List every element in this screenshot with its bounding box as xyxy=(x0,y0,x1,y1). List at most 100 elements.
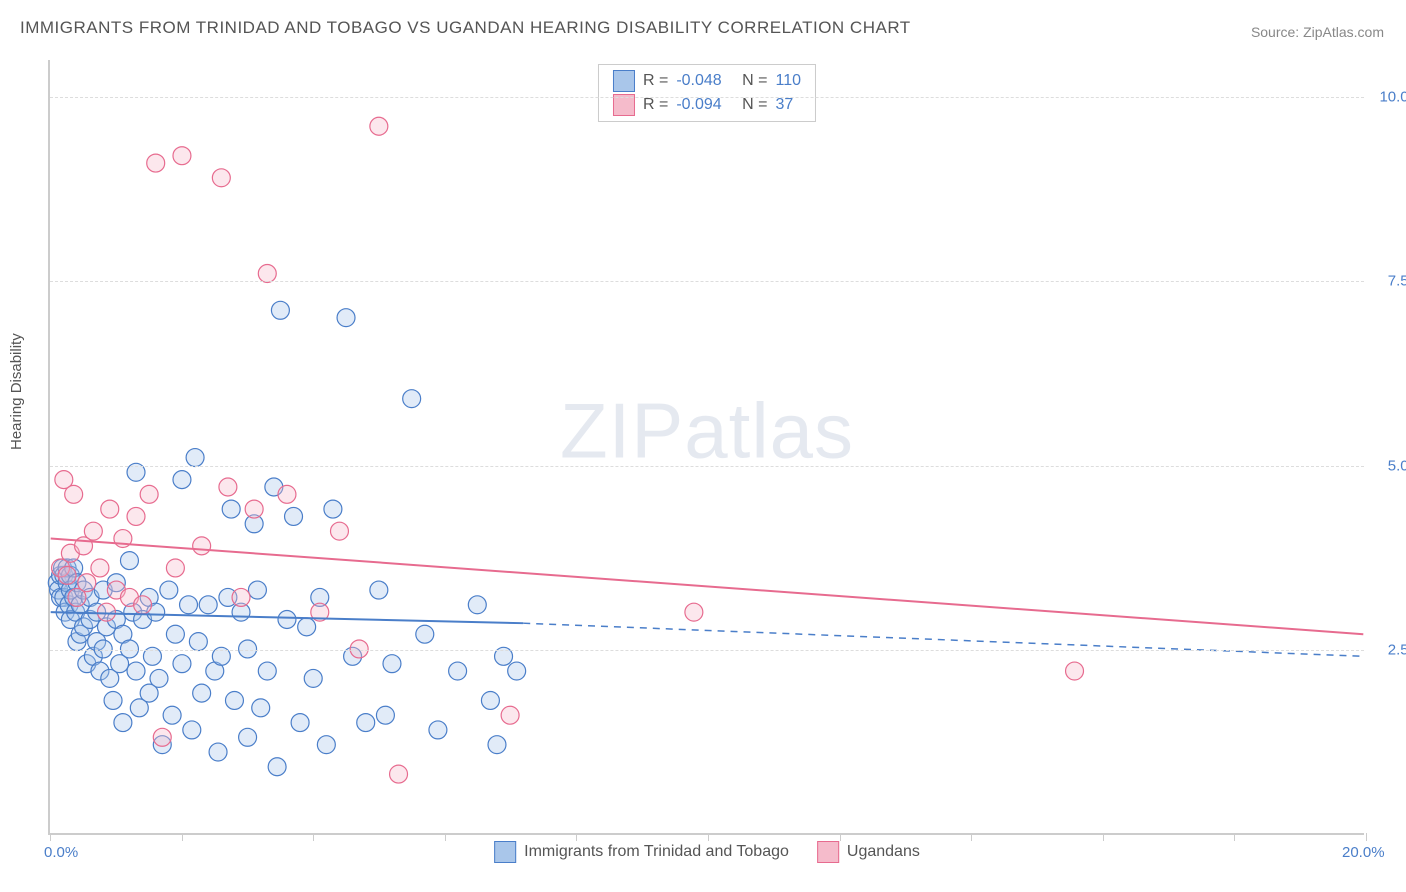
data-point-trinidad xyxy=(370,581,388,599)
gridline xyxy=(50,281,1364,282)
gridline xyxy=(50,466,1364,467)
data-point-trinidad xyxy=(173,471,191,489)
x-tick xyxy=(840,833,841,841)
data-point-trinidad xyxy=(258,662,276,680)
data-point-ugandan xyxy=(278,485,296,503)
data-point-trinidad xyxy=(114,714,132,732)
data-point-ugandan xyxy=(91,559,109,577)
data-point-trinidad xyxy=(166,625,184,643)
data-point-trinidad xyxy=(127,662,145,680)
data-point-trinidad xyxy=(209,743,227,761)
data-point-ugandan xyxy=(390,765,408,783)
data-point-ugandan xyxy=(245,500,263,518)
legend-label-ugandan: Ugandans xyxy=(847,843,920,861)
data-point-ugandan xyxy=(232,588,250,606)
legend-swatch-ugandan-bottom xyxy=(817,841,839,863)
gridline xyxy=(50,650,1364,651)
gridline xyxy=(50,97,1364,98)
data-point-ugandan xyxy=(153,728,171,746)
data-point-trinidad xyxy=(278,611,296,629)
legend-swatch-trinidad-bottom xyxy=(494,841,516,863)
data-point-trinidad xyxy=(508,662,526,680)
data-point-ugandan xyxy=(127,507,145,525)
x-tick-label: 0.0% xyxy=(44,844,78,861)
source-label: Source: ZipAtlas.com xyxy=(1251,24,1384,40)
data-point-ugandan xyxy=(84,522,102,540)
x-tick xyxy=(1366,833,1367,841)
legend-label-trinidad: Immigrants from Trinidad and Tobago xyxy=(524,843,789,861)
data-point-trinidad xyxy=(180,596,198,614)
data-point-trinidad xyxy=(173,655,191,673)
data-point-trinidad xyxy=(298,618,316,636)
plot-area: ZIPatlas R = -0.048 N = 110 R = -0.094 N… xyxy=(48,60,1364,835)
y-tick-label: 5.0% xyxy=(1388,457,1406,474)
data-point-ugandan xyxy=(350,640,368,658)
data-point-trinidad xyxy=(239,728,257,746)
data-point-ugandan xyxy=(166,559,184,577)
data-point-trinidad xyxy=(193,684,211,702)
data-point-ugandan xyxy=(212,169,230,187)
x-tick xyxy=(971,833,972,841)
data-point-trinidad xyxy=(222,500,240,518)
data-point-ugandan xyxy=(58,566,76,584)
x-tick xyxy=(1234,833,1235,841)
legend-item-trinidad: Immigrants from Trinidad and Tobago xyxy=(494,841,789,863)
x-tick xyxy=(1103,833,1104,841)
trend-line-ugandan xyxy=(51,539,1364,635)
data-point-trinidad xyxy=(189,633,207,651)
data-point-trinidad xyxy=(429,721,447,739)
data-point-trinidad xyxy=(186,449,204,467)
data-point-ugandan xyxy=(98,603,116,621)
data-point-ugandan xyxy=(1066,662,1084,680)
data-point-trinidad xyxy=(376,706,394,724)
data-point-trinidad xyxy=(268,758,286,776)
data-point-trinidad xyxy=(120,640,138,658)
data-point-trinidad xyxy=(285,507,303,525)
data-point-trinidad xyxy=(239,640,257,658)
data-point-trinidad xyxy=(416,625,434,643)
data-point-trinidad xyxy=(357,714,375,732)
data-point-trinidad xyxy=(481,692,499,710)
chart-title: IMMIGRANTS FROM TRINIDAD AND TOBAGO VS U… xyxy=(20,18,911,38)
data-point-trinidad xyxy=(248,581,266,599)
data-point-trinidad xyxy=(225,692,243,710)
data-point-trinidad xyxy=(271,301,289,319)
x-tick xyxy=(182,833,183,841)
x-tick xyxy=(313,833,314,841)
chart-container: IMMIGRANTS FROM TRINIDAD AND TOBAGO VS U… xyxy=(0,0,1406,892)
data-point-trinidad xyxy=(160,581,178,599)
data-point-ugandan xyxy=(370,117,388,135)
x-tick xyxy=(708,833,709,841)
scatter-svg xyxy=(50,60,1364,833)
data-point-trinidad xyxy=(383,655,401,673)
data-point-trinidad xyxy=(304,669,322,687)
data-point-trinidad xyxy=(120,552,138,570)
data-point-ugandan xyxy=(685,603,703,621)
data-point-trinidad xyxy=(199,596,217,614)
data-point-trinidad xyxy=(183,721,201,739)
x-tick xyxy=(50,833,51,841)
data-point-trinidad xyxy=(403,390,421,408)
data-point-trinidad xyxy=(488,736,506,754)
data-point-ugandan xyxy=(101,500,119,518)
legend-item-ugandan: Ugandans xyxy=(817,841,920,863)
data-point-ugandan xyxy=(134,596,152,614)
x-tick-label: 20.0% xyxy=(1342,844,1385,861)
data-point-trinidad xyxy=(291,714,309,732)
data-point-ugandan xyxy=(78,574,96,592)
data-point-ugandan xyxy=(501,706,519,724)
data-point-ugandan xyxy=(193,537,211,555)
data-point-trinidad xyxy=(104,692,122,710)
data-point-trinidad xyxy=(94,640,112,658)
x-tick xyxy=(576,833,577,841)
y-axis-label: Hearing Disability xyxy=(8,333,25,450)
y-tick-label: 10.0% xyxy=(1379,88,1406,105)
data-point-trinidad xyxy=(150,669,168,687)
data-point-trinidad xyxy=(317,736,335,754)
data-point-ugandan xyxy=(173,147,191,165)
data-point-trinidad xyxy=(324,500,342,518)
data-point-trinidad xyxy=(163,706,181,724)
x-tick xyxy=(445,833,446,841)
data-point-ugandan xyxy=(258,265,276,283)
data-point-ugandan xyxy=(140,485,158,503)
